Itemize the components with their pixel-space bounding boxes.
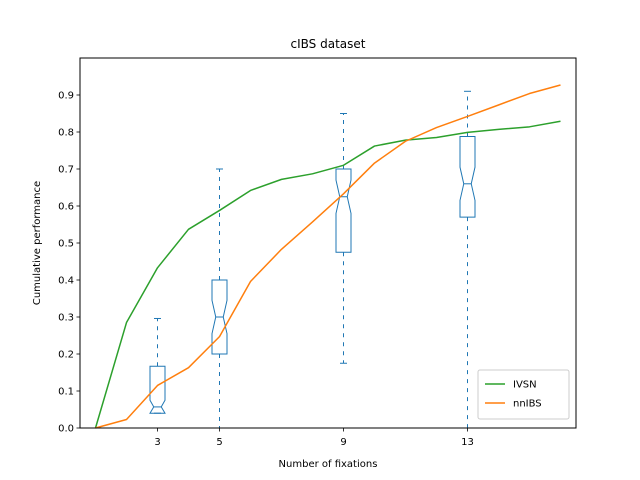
boxplot	[149, 317, 166, 414]
x-tick-label: 13	[461, 437, 474, 448]
x-tick-label: 9	[340, 437, 346, 448]
series-line-ivsn	[94, 120, 561, 429]
ticks: 0.0 0.1 0.2 0.3 0.4 0.5 0.6 0.7 0.8 0.9 3 5 9 13	[58, 91, 474, 449]
x-axis-title: Number of fixations	[279, 459, 378, 470]
y-tick-label: 0.4	[58, 276, 74, 287]
y-tick-label: 0.5	[58, 239, 74, 250]
legend: IVSN nnIBS	[477, 369, 570, 420]
series-line-nnibs	[95, 84, 561, 429]
legend-box	[477, 369, 570, 420]
legend-label: nnIBS	[513, 399, 542, 410]
y-tick-label: 0.8	[58, 128, 74, 139]
y-axis-title: Cumulative performance	[32, 181, 43, 305]
y-tick-label: 0.9	[58, 91, 74, 102]
y-tick-label: 0.6	[58, 202, 74, 213]
boxplot	[335, 113, 352, 364]
y-tick-label: 0.7	[58, 165, 74, 176]
boxplot-box	[335, 168, 352, 253]
x-tick-label: 5	[216, 437, 222, 448]
y-tick-label: 0.1	[58, 387, 74, 398]
boxplot-box	[211, 279, 228, 355]
y-tick-label: 0.2	[58, 350, 74, 361]
y-tick-label: 0.0	[58, 424, 74, 435]
x-tick-label: 3	[154, 437, 160, 448]
chart-title: cIBS dataset	[291, 37, 366, 51]
legend-label: IVSN	[513, 380, 537, 391]
boxplot-box	[149, 365, 166, 414]
y-tick-label: 0.3	[58, 313, 74, 324]
boxplot-box	[459, 135, 476, 218]
